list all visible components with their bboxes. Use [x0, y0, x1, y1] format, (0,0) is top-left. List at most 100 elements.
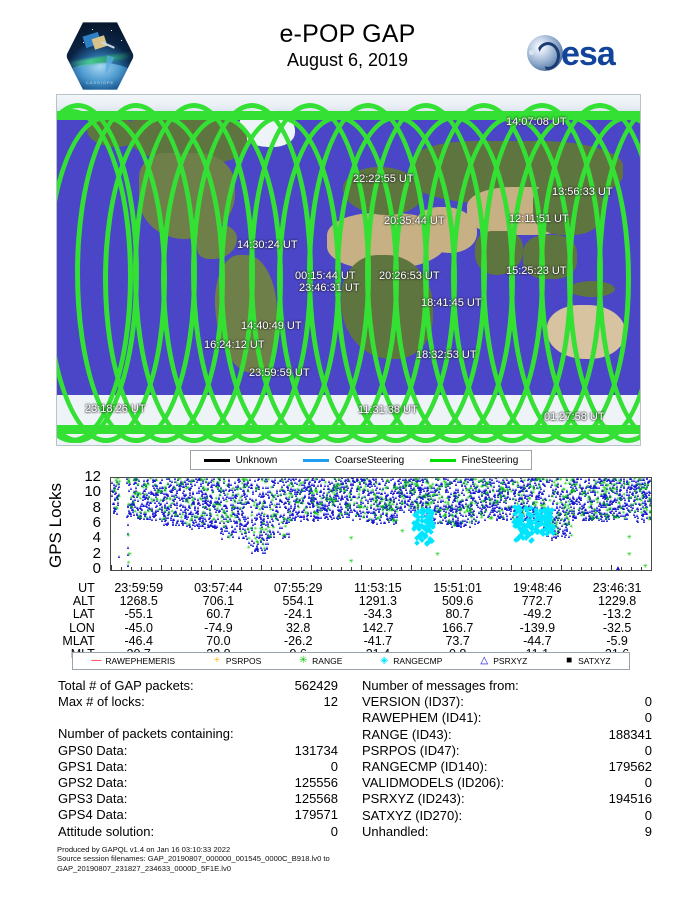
gps-lock-marker: ✳ — [211, 516, 217, 523]
gps-lock-marker: ✳ — [207, 506, 212, 513]
gps-lock-marker — [517, 482, 520, 486]
gps-lock-marker — [562, 532, 565, 536]
gps-lock-marker — [350, 478, 353, 480]
gps-lock-marker — [641, 484, 644, 488]
gps-lock-marker — [287, 479, 290, 483]
gps-lock-marker — [377, 502, 380, 506]
gps-locks-x-tick — [351, 567, 352, 570]
gps-lock-marker — [577, 499, 580, 503]
gps-lock-marker: ✳ — [228, 513, 234, 520]
gps-lock-marker — [175, 491, 178, 495]
gps-lock-marker — [466, 520, 469, 524]
gps-lock-marker — [198, 500, 201, 504]
gps-lock-marker — [145, 505, 148, 509]
gps-lock-marker: ✳ — [608, 495, 613, 502]
gps-lock-marker — [493, 506, 496, 510]
legend-item-psrpos: + PSRPOS — [212, 656, 261, 667]
gps-lock-marker — [178, 523, 181, 527]
gps-lock-marker: ✳ — [590, 513, 595, 520]
gps-lock-marker — [204, 511, 207, 515]
gps-lock-marker — [181, 498, 184, 502]
gps-lock-marker — [158, 516, 161, 520]
gps-lock-marker — [589, 483, 592, 487]
gps-lock-marker: ✳ — [612, 514, 617, 521]
gps-lock-marker — [330, 498, 333, 502]
gps-lock-marker — [472, 484, 475, 487]
gps-lock-marker — [455, 520, 458, 524]
gps-lock-marker — [560, 498, 563, 502]
gps-lock-marker — [373, 513, 376, 517]
gps-lock-marker — [256, 506, 259, 510]
gps-lock-marker — [370, 505, 373, 509]
gps-lock-marker — [495, 489, 498, 493]
gps-lock-marker — [401, 508, 404, 512]
gps-lock-marker — [208, 502, 211, 506]
gps-lock-marker — [325, 514, 328, 518]
gps-lock-marker — [254, 518, 257, 522]
gps-lock-marker — [470, 503, 473, 507]
gps-lock-marker — [184, 506, 187, 510]
gps-lock-marker: ✳ — [608, 506, 613, 513]
gps-lock-marker — [160, 486, 163, 490]
gps-lock-marker — [417, 495, 420, 498]
gps-lock-marker — [388, 499, 391, 503]
gps-lock-marker — [113, 506, 116, 510]
gps-locks-x-tick — [321, 567, 322, 570]
gps-lock-marker — [329, 481, 332, 485]
gps-lock-marker — [187, 496, 190, 500]
gps-lock-marker — [347, 486, 350, 490]
gps-lock-marker — [139, 513, 142, 517]
gps-lock-marker — [486, 491, 489, 495]
gps-lock-marker: ✳ — [554, 519, 560, 526]
gps-lock-marker — [113, 509, 116, 513]
gps-lock-marker — [571, 490, 574, 494]
gps-lock-marker — [528, 485, 531, 489]
gps-lock-marker: ✳ — [616, 515, 621, 522]
gps-lock-marker: ✳ — [626, 534, 632, 541]
gps-lock-marker — [572, 510, 575, 514]
ground-track-map: 14:07:08 UT 22:22:55 UT 13:56:33 UT 20:35:4… — [56, 94, 641, 446]
gps-lock-marker — [339, 485, 342, 489]
gps-lock-marker: ✳ — [387, 501, 393, 508]
gps-lock-marker — [309, 502, 312, 506]
gps-lock-marker — [460, 483, 463, 487]
gps-lock-marker — [154, 505, 157, 509]
gps-lock-marker: ✳ — [184, 486, 189, 493]
gps-lock-marker — [454, 508, 457, 512]
gps-lock-marker — [356, 509, 359, 513]
gps-lock-marker — [324, 484, 327, 488]
gps-lock-marker — [217, 486, 220, 490]
gps-lock-marker — [467, 516, 470, 520]
gps-lock-marker — [366, 511, 369, 515]
gps-lock-marker — [354, 513, 357, 517]
gps-lock-marker — [168, 488, 171, 492]
gps-lock-marker: ✳ — [454, 511, 459, 518]
gps-lock-marker — [294, 493, 297, 497]
esa-dot-icon — [529, 50, 534, 55]
gps-lock-marker — [524, 494, 527, 498]
gps-lock-marker — [625, 506, 628, 510]
gps-lock-marker — [332, 515, 335, 519]
gps-lock-marker — [611, 508, 614, 512]
gps-lock-marker — [128, 512, 131, 516]
gps-lock-marker — [568, 519, 571, 523]
gps-lock-marker — [277, 510, 280, 514]
gps-lock-marker — [526, 478, 529, 481]
orbit-parameter-table: UT 23:59:59 03:57:44 07:55:29 11:53:15 15:51:… — [40, 581, 657, 661]
gps-lock-marker: ✳ — [564, 477, 569, 483]
gps-lock-marker — [618, 514, 621, 518]
gps-locks-x-tick — [511, 565, 512, 570]
gps-lock-marker — [357, 487, 360, 491]
gps-lock-marker: ✳ — [435, 477, 440, 482]
gps-locks-x-tick — [361, 565, 362, 570]
gps-lock-marker — [289, 515, 292, 519]
gps-lock-marker: ✳ — [337, 510, 343, 517]
gps-lock-marker: ✳ — [224, 513, 229, 520]
legend-line-unknown — [203, 458, 230, 462]
gps-lock-marker: ✳ — [344, 510, 349, 517]
gps-lock-marker: ✳ — [300, 500, 305, 507]
gps-lock-marker — [239, 479, 242, 483]
gps-lock-marker — [553, 499, 556, 503]
gps-lock-marker — [565, 532, 568, 536]
gps-lock-marker — [560, 483, 563, 487]
